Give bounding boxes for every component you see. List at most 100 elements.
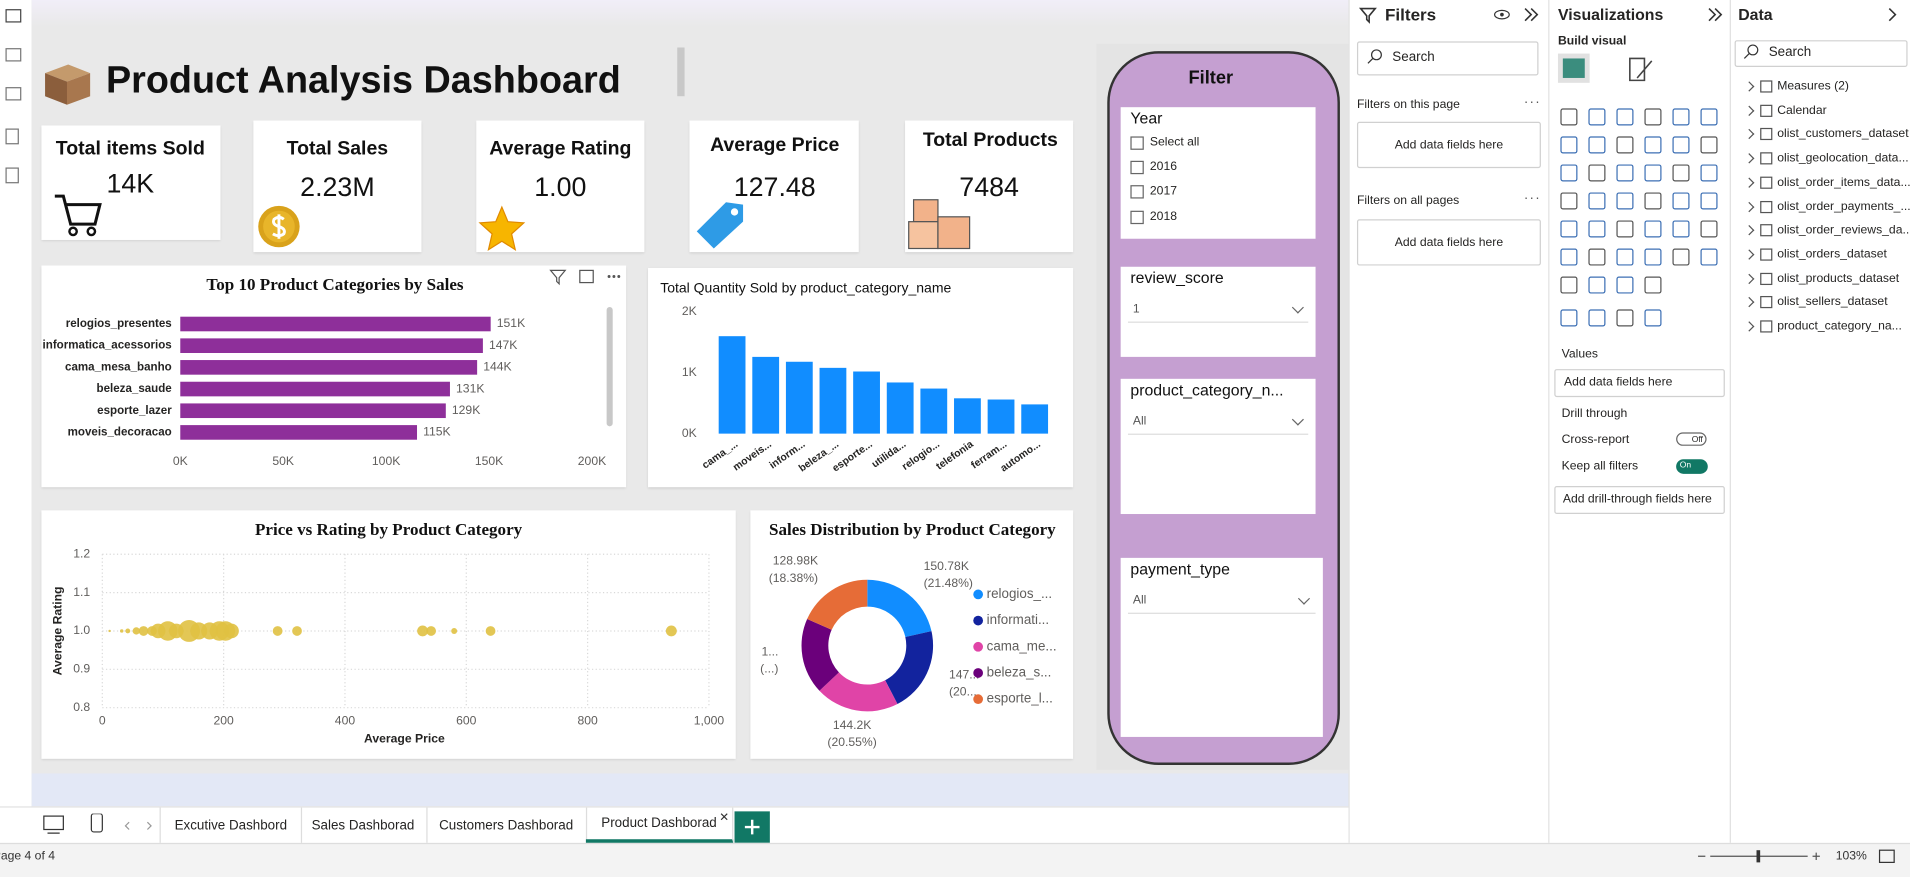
tab-scroll[interactable] (124, 821, 152, 830)
visual-type-icon[interactable] (1700, 192, 1718, 210)
slicer-option[interactable]: Select all (1149, 135, 1200, 150)
visual-type-icon[interactable] (1700, 220, 1718, 238)
visual-type-icon[interactable] (1700, 248, 1718, 266)
visual-type-icon[interactable] (1560, 220, 1578, 238)
dropdown-value[interactable]: All (1132, 414, 1147, 429)
data-item[interactable]: olist_order_payments_... (1777, 199, 1910, 214)
data-item[interactable]: olist_order_items_data... (1777, 175, 1910, 190)
visual-type-icon[interactable] (1616, 220, 1634, 238)
visual-type-icon[interactable] (1700, 108, 1718, 126)
visual-type-icon[interactable] (1588, 136, 1606, 154)
search-box[interactable] (1356, 41, 1539, 76)
drop-zone[interactable]: Add data fields here (1356, 219, 1541, 266)
scrollbar[interactable] (606, 306, 613, 427)
visual-type-icon[interactable] (1644, 276, 1662, 294)
visual-type-icon[interactable] (1616, 192, 1634, 210)
toggle-off[interactable]: Off (1676, 432, 1707, 446)
visual-type-icon[interactable] (1616, 136, 1634, 154)
tmdl-view-icon[interactable] (5, 167, 19, 184)
visual-type-icon[interactable] (1588, 108, 1606, 126)
slicer-option[interactable]: 2016 (1149, 160, 1177, 174)
dropdown[interactable] (1127, 588, 1316, 614)
focus-icon[interactable] (579, 269, 594, 284)
dropdown-value[interactable]: 1 (1132, 302, 1140, 317)
visual-type-icon[interactable] (1588, 220, 1606, 238)
data-item[interactable]: product_category_na... (1777, 319, 1902, 334)
collapse-icon[interactable] (1705, 6, 1724, 23)
visual-type-icon[interactable] (1644, 164, 1662, 182)
toggle-on[interactable]: On (1676, 459, 1708, 474)
format-tab[interactable] (1629, 57, 1653, 82)
close-tab[interactable] (720, 813, 728, 821)
page-tab[interactable]: Sales Dashborad (300, 807, 428, 843)
visual-type-icon[interactable] (1616, 164, 1634, 182)
collapse-icon[interactable] (1524, 7, 1539, 22)
visual-type-icon[interactable] (1644, 108, 1662, 126)
search-placeholder[interactable]: Search (1768, 45, 1812, 60)
drop-zone[interactable] (1554, 486, 1725, 515)
checkbox[interactable] (1130, 136, 1144, 150)
data-item[interactable]: Measures (2) (1777, 79, 1849, 94)
page-tab[interactable]: Excutive Dashbord (159, 807, 303, 843)
visual-type-icon[interactable] (1672, 248, 1690, 266)
checkbox[interactable] (1130, 185, 1144, 199)
table-view-icon[interactable] (5, 48, 22, 62)
more-icon[interactable]: ··· (1523, 95, 1541, 110)
visual-type-icon[interactable] (1616, 108, 1634, 126)
visual-type-icon[interactable] (1644, 192, 1662, 210)
visual-type-icon[interactable] (1588, 164, 1606, 182)
slicer-option[interactable]: 2017 (1149, 184, 1177, 198)
visual-type-icon[interactable] (1588, 276, 1606, 294)
visual-type-icon[interactable] (1672, 192, 1690, 210)
more-icon[interactable] (607, 275, 621, 278)
data-item[interactable]: olist_products_dataset (1777, 271, 1900, 286)
visual-type-icon[interactable] (1700, 164, 1718, 182)
data-item[interactable]: olist_sellers_dataset (1777, 295, 1888, 310)
visual-type-icon[interactable] (1700, 136, 1718, 154)
data-item[interactable]: olist_order_reviews_da... (1777, 223, 1910, 238)
visual-type-icon[interactable] (1588, 309, 1606, 327)
visual-type-icon[interactable] (1560, 309, 1578, 327)
visual-type-icon[interactable] (1560, 108, 1578, 126)
visual-type-icon[interactable] (1616, 309, 1634, 327)
visual-type-icon[interactable] (1588, 248, 1606, 266)
data-item[interactable]: Calendar (1777, 103, 1827, 118)
visual-type-icon[interactable] (1588, 192, 1606, 210)
visual-type-icon[interactable] (1672, 220, 1690, 238)
drop-zone[interactable] (1554, 369, 1725, 398)
more-icon[interactable]: ··· (1523, 191, 1541, 206)
visual-type-icon[interactable] (1672, 136, 1690, 154)
visual-type-icon[interactable] (1644, 309, 1662, 327)
visual-type-icon[interactable] (1616, 276, 1634, 294)
visual-type-icon[interactable] (1560, 164, 1578, 182)
visual-type-icon[interactable] (1672, 108, 1690, 126)
zoom-slider[interactable] (1696, 848, 1830, 865)
checkbox[interactable] (1130, 160, 1144, 175)
dropdown[interactable] (1127, 297, 1309, 323)
visual-type-icon[interactable] (1560, 192, 1578, 210)
visual-type-icon[interactable] (1644, 136, 1662, 154)
dax-view-icon[interactable] (5, 128, 19, 145)
report-view-icon[interactable] (5, 9, 22, 23)
desktop-icon[interactable] (43, 815, 64, 831)
data-item[interactable]: olist_orders_dataset (1777, 247, 1887, 262)
eye-icon[interactable] (1494, 9, 1510, 20)
search-box[interactable] (1734, 40, 1908, 67)
page-tab-active[interactable]: Product Dashborad (585, 807, 734, 843)
dropdown[interactable] (1127, 409, 1309, 435)
collapse-icon[interactable] (1886, 6, 1901, 23)
visual-type-icon[interactable] (1560, 248, 1578, 266)
visual-type-icon[interactable] (1616, 248, 1634, 266)
fit-page-icon[interactable] (1878, 849, 1895, 864)
model-view-icon[interactable] (5, 87, 22, 101)
filter-icon[interactable] (549, 269, 567, 286)
checkbox[interactable] (1130, 210, 1144, 225)
visual-type-icon[interactable] (1560, 276, 1578, 294)
mobile-icon[interactable] (90, 813, 103, 833)
visual-type-icon[interactable] (1644, 220, 1662, 238)
visual-type-icon[interactable] (1644, 248, 1662, 266)
visual-type-icon[interactable] (1560, 136, 1578, 154)
drop-zone[interactable]: Add data fields here (1356, 121, 1541, 169)
page-tab[interactable]: Customers Dashborad (426, 807, 588, 843)
visual-type-icon[interactable] (1672, 164, 1690, 182)
